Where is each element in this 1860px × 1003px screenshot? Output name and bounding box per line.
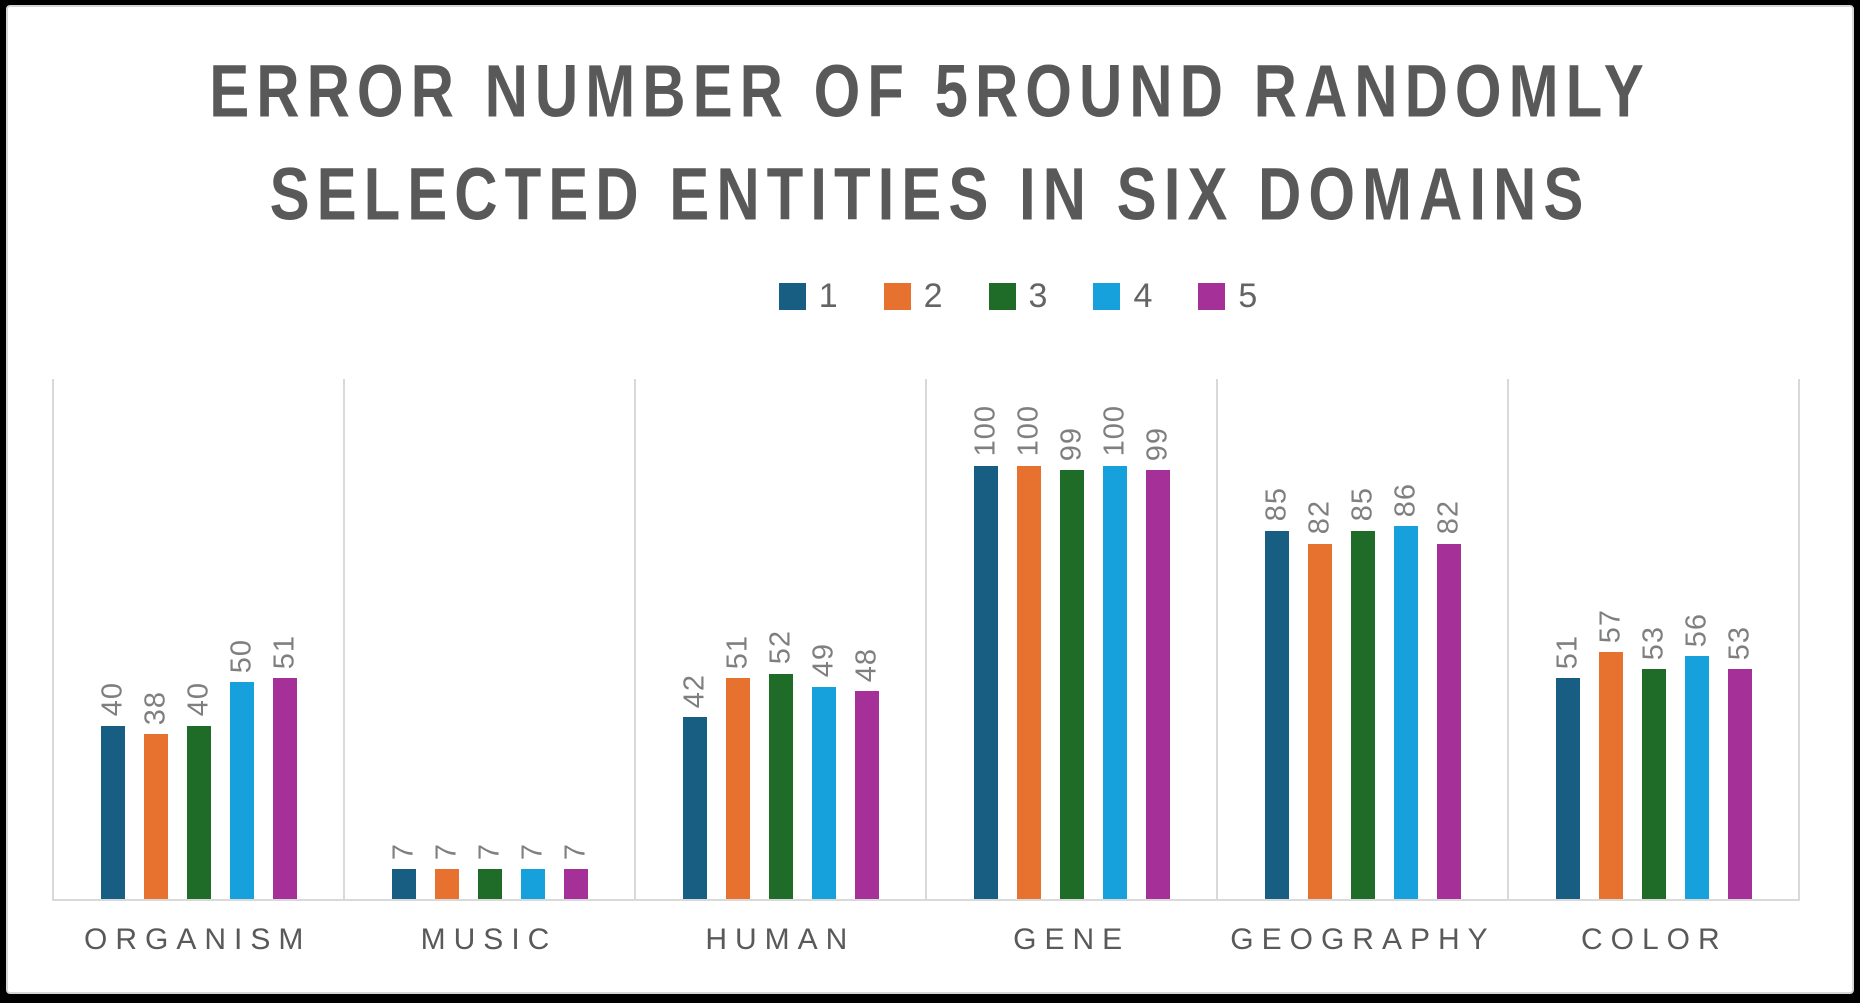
bar-value-label: 86 (1389, 483, 1421, 518)
legend-label: 5 (1238, 277, 1258, 315)
bar-value-label: 7 (473, 842, 505, 860)
bar-value-label: 85 (1346, 487, 1378, 522)
bar-value-label: 40 (96, 682, 128, 717)
legend-item-4: 4 (1093, 277, 1152, 316)
bar-series-1-geography: 85 (1260, 487, 1292, 899)
bar-value-label: 57 (1594, 608, 1626, 643)
bar-series-5-geography: 82 (1432, 500, 1464, 899)
bar-series-4-color: 56 (1680, 613, 1712, 899)
bar-series-4-human: 49 (807, 643, 839, 899)
bar-series-3-music: 7 (473, 843, 505, 899)
bar-value-label: 99 (1141, 426, 1173, 461)
bar-value-label: 7 (559, 842, 591, 860)
bar-series-4-geography: 86 (1389, 483, 1421, 899)
x-axis-label-gene: GENE (1013, 923, 1131, 956)
category-panel-human: 42 51 52 49 48 (634, 379, 925, 899)
category-panel-gene: 100 100 99 100 99 (925, 379, 1216, 899)
bar-series-5-music: 7 (559, 843, 591, 899)
bar-series-4-organism: 50 (225, 639, 257, 899)
category-panel-geography: 85 82 85 86 82 (1216, 379, 1507, 899)
x-axis-label-organism: ORGANISM (83, 923, 312, 956)
bar-series-1-color: 51 (1551, 635, 1583, 899)
x-axis-label-music: MUSIC (420, 923, 558, 956)
plot-area: 40 38 40 50 51 7 7 7 7 7 42 51 52 49 48 100 100 99 100 99 85… (52, 379, 1800, 901)
bar-value-label: 51 (268, 634, 300, 669)
bar-value-label: 100 (1098, 405, 1130, 457)
bar-value-label: 51 (1551, 634, 1583, 669)
legend-swatch-icon (988, 283, 1016, 310)
chart-card: ERROR NUMBER OF 5ROUND RANDOMLY SELECTED… (6, 5, 1854, 994)
legend-swatch-icon (883, 283, 911, 310)
bar-value-label: 48 (850, 647, 882, 682)
bar-series-3-geography: 85 (1346, 487, 1378, 899)
bar-value-label: 82 (1432, 500, 1464, 535)
category-panel-color: 51 57 53 56 53 (1507, 379, 1800, 899)
bar-value-label: 82 (1303, 500, 1335, 535)
legend-item-3: 3 (988, 277, 1048, 316)
bar-series-2-gene: 100 (1012, 405, 1044, 899)
chart-title: ERROR NUMBER OF 5ROUND RANDOMLY SELECTED… (209, 49, 1651, 236)
bar-series-5-gene: 99 (1141, 427, 1173, 899)
bar-value-label: 7 (430, 842, 462, 860)
legend-item-5: 5 (1198, 277, 1257, 316)
bar-series-1-gene: 100 (969, 405, 1001, 899)
legend-item-1: 1 (778, 277, 838, 316)
bar-value-label: 53 (1723, 626, 1755, 661)
bar-series-3-gene: 99 (1055, 427, 1087, 899)
bar-value-label: 7 (516, 842, 548, 860)
bar-series-1-music: 7 (387, 843, 419, 899)
bar-series-3-color: 53 (1637, 626, 1669, 899)
bar-value-label: 40 (182, 682, 214, 717)
chart-legend: 1 2 3 4 5 (96, 277, 1852, 316)
bar-value-label: 85 (1260, 487, 1292, 522)
legend-label: 4 (1133, 277, 1153, 315)
bar-value-label: 51 (721, 634, 753, 669)
bar-series-4-music: 7 (516, 843, 548, 899)
legend-label: 3 (1028, 277, 1048, 315)
bar-value-label: 100 (969, 405, 1001, 457)
legend-item-2: 2 (883, 277, 943, 316)
bar-value-label: 49 (807, 643, 839, 678)
legend-label: 2 (923, 277, 943, 315)
bar-series-2-human: 51 (721, 635, 753, 899)
category-panel-organism: 40 38 40 50 51 (52, 379, 343, 899)
bar-series-2-music: 7 (430, 843, 462, 899)
bar-value-label: 50 (225, 639, 257, 674)
bar-value-label: 42 (678, 673, 710, 708)
x-axis-labels: ORGANISM MUSIC HUMAN GENE GEOGRAPHY COLOR (52, 923, 1800, 957)
bar-value-label: 38 (139, 691, 171, 726)
bar-series-3-organism: 40 (182, 682, 214, 899)
bar-value-label: 100 (1012, 405, 1044, 457)
bar-series-3-human: 52 (764, 630, 796, 899)
bar-value-label: 99 (1055, 426, 1087, 461)
legend-label: 1 (818, 277, 838, 315)
bar-value-label: 56 (1680, 613, 1712, 648)
legend-swatch-icon (1198, 283, 1226, 310)
bar-series-2-geography: 82 (1303, 500, 1335, 899)
bar-value-label: 52 (764, 630, 796, 665)
bar-series-2-organism: 38 (139, 691, 171, 899)
bar-series-5-color: 53 (1723, 626, 1755, 899)
bar-series-1-human: 42 (678, 674, 710, 899)
x-axis-label-human: HUMAN (705, 923, 856, 956)
bar-series-5-organism: 51 (268, 635, 300, 899)
legend-swatch-icon (778, 283, 806, 310)
bar-series-5-human: 48 (850, 648, 882, 899)
x-axis-label-geography: GEOGRAPHY (1230, 923, 1496, 956)
bar-series-4-gene: 100 (1098, 405, 1130, 899)
bar-value-label: 53 (1637, 626, 1669, 661)
bar-value-label: 7 (387, 842, 419, 860)
bar-series-2-color: 57 (1594, 609, 1626, 899)
legend-swatch-icon (1093, 283, 1121, 310)
bar-series-1-organism: 40 (96, 682, 128, 899)
x-axis-label-color: COLOR (1580, 923, 1728, 956)
